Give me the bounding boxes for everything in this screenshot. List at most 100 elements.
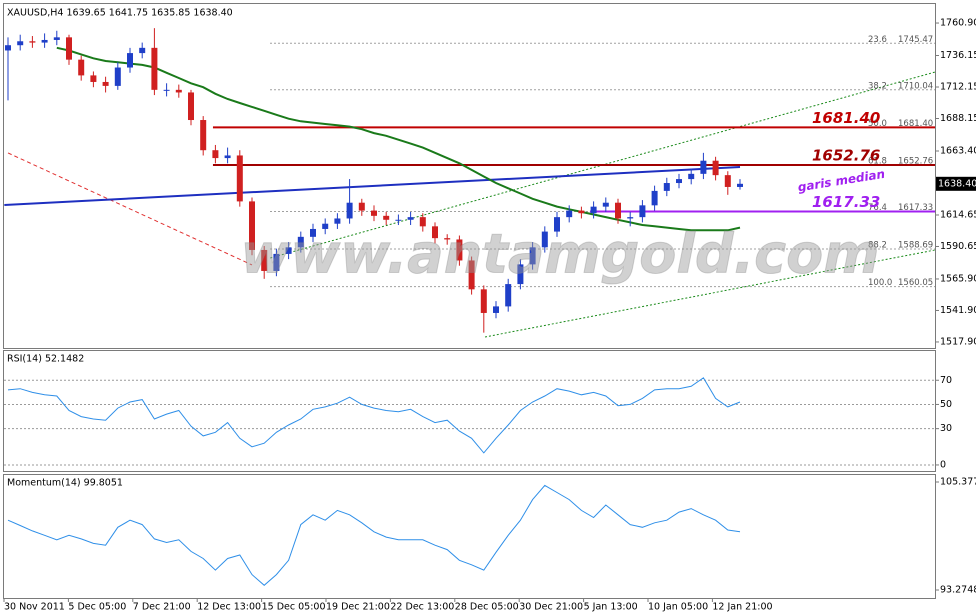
candle-body <box>419 217 426 227</box>
fib-level: 88.2 <box>868 241 887 251</box>
candle-body <box>480 289 487 313</box>
candle-body <box>322 223 329 229</box>
fib-level: 50.0 <box>868 119 887 129</box>
candle-body <box>163 89 170 91</box>
fib-price: 1617.33 <box>898 203 933 213</box>
y-tick-label: 105.3776 <box>940 476 976 487</box>
candle-body <box>395 219 402 221</box>
candle-body <box>541 231 548 248</box>
candle-body <box>346 202 353 219</box>
candle-body <box>188 92 194 121</box>
candle-body <box>41 39 48 43</box>
candle-body <box>566 210 573 218</box>
candle-body <box>53 37 60 40</box>
candle-body <box>66 37 72 60</box>
candle-body <box>127 53 133 68</box>
x-tick-label: 30 Nov 2011 <box>4 602 65 613</box>
candle-body <box>139 47 146 54</box>
candle-body <box>493 306 499 313</box>
y-tick-label: 1688.15 <box>940 113 976 124</box>
candle-body <box>456 239 463 261</box>
fib-price: 1588.69 <box>898 241 933 251</box>
indicator-line <box>7 377 741 454</box>
candle-body <box>102 81 109 86</box>
y-tick-label: 1614.65 <box>940 209 976 220</box>
candle-body <box>224 155 231 159</box>
candle-body <box>432 226 438 239</box>
price-plot <box>4 28 935 338</box>
candle-body <box>273 253 280 271</box>
candle-body <box>90 75 97 82</box>
x-tick-label: 7 Dec 21:00 <box>133 602 191 613</box>
y-tick-label: 1590.65 <box>940 241 976 252</box>
fib-level: 61.8 <box>868 156 887 166</box>
candle-body <box>444 238 451 240</box>
candle-body <box>712 160 719 176</box>
rsi-plot <box>4 377 935 466</box>
candle-body <box>310 228 316 237</box>
candle-body <box>627 217 634 219</box>
candle-body <box>212 150 219 159</box>
x-tick-label: 5 Dec 05:00 <box>68 602 126 613</box>
candle-body <box>5 45 11 51</box>
current-price-box <box>936 176 976 191</box>
candle-body <box>407 217 414 220</box>
candle-body <box>175 89 182 93</box>
y-tick-label: 1736.15 <box>940 50 976 61</box>
candle-body <box>151 47 158 90</box>
candle-body <box>737 183 743 187</box>
candle-body <box>700 160 707 174</box>
panel-title: XAUUSD,H4 1639.65 1641.75 1635.85 1638.4… <box>7 8 233 19</box>
trendline <box>484 249 935 338</box>
panel-title: Momentum(14) 99.8051 <box>7 478 123 489</box>
x-tick-label: 22 Dec 13:00 <box>390 602 454 613</box>
x-tick-label: 5 Jan 13:00 <box>584 602 638 613</box>
trendline <box>7 152 253 266</box>
candle-body <box>590 206 597 214</box>
x-tick-label: 10 Jan 05:00 <box>648 602 708 613</box>
candle-body <box>639 205 646 218</box>
y-tick-label: 50 <box>940 399 952 410</box>
candle-body <box>529 247 536 265</box>
candle-body <box>651 190 658 206</box>
y-tick-label: 1663.40 <box>940 145 976 156</box>
candle-body <box>297 236 304 248</box>
trendline <box>4 166 741 206</box>
y-tick-label: 0 <box>940 459 946 470</box>
candle-body <box>261 249 268 271</box>
price-panel <box>3 3 936 349</box>
level-label: 1681.40 <box>812 109 880 127</box>
candle-body <box>29 41 36 43</box>
candle-body <box>676 179 682 184</box>
candle-body <box>505 284 512 307</box>
momentum-plot <box>7 484 741 586</box>
y-tick-label: 30 <box>940 423 952 434</box>
candle-body <box>78 59 85 76</box>
indicator-line <box>7 484 741 586</box>
candle-body <box>17 41 24 46</box>
fib-level: 23.6 <box>868 35 887 45</box>
y-tick-label: 1517.90 <box>940 336 976 347</box>
rsi-panel <box>3 350 936 472</box>
watermark: www.antamgold.com <box>241 223 880 286</box>
fib-level: 38.2 <box>868 81 887 91</box>
fib-price: 1710.04 <box>898 81 933 91</box>
candle-body <box>554 217 560 232</box>
current-price-label: 1638.40 <box>938 178 976 189</box>
candle-body <box>517 264 524 285</box>
y-tick-label: 70 <box>940 375 952 386</box>
y-tick-label: 1541.90 <box>940 305 976 316</box>
candle-body <box>615 202 621 219</box>
y-tick-label: 1712.15 <box>940 82 976 93</box>
candle-body <box>724 175 731 187</box>
candle-body <box>249 201 255 250</box>
fib-price: 1681.40 <box>898 119 933 129</box>
y-tick-label: 1565.90 <box>940 273 976 284</box>
fib-price: 1745.47 <box>898 35 933 45</box>
candle-body <box>236 155 243 202</box>
candle-body <box>285 247 292 254</box>
fib-price: 1560.05 <box>898 278 933 288</box>
y-tick-label: 1760.90 <box>940 18 976 29</box>
